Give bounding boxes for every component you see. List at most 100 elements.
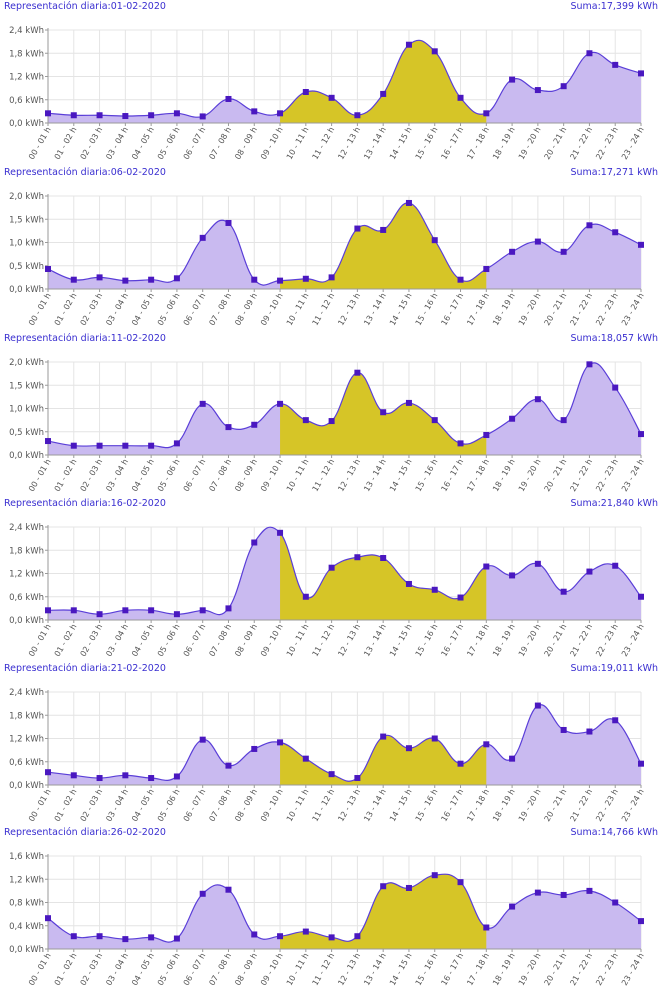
data-point[interactable] xyxy=(328,564,335,571)
data-point[interactable] xyxy=(380,226,387,233)
data-point[interactable] xyxy=(612,61,619,68)
data-point[interactable] xyxy=(70,772,77,779)
data-point[interactable] xyxy=(148,442,155,449)
data-point[interactable] xyxy=(251,745,258,752)
data-point[interactable] xyxy=(199,400,206,407)
data-point[interactable] xyxy=(122,113,129,120)
data-point[interactable] xyxy=(96,611,103,618)
data-point[interactable] xyxy=(225,886,232,893)
data-point[interactable] xyxy=(173,110,180,117)
data-point[interactable] xyxy=(251,421,258,428)
data-point[interactable] xyxy=(534,87,541,94)
data-point[interactable] xyxy=(354,933,361,940)
data-point[interactable] xyxy=(225,424,232,431)
data-point[interactable] xyxy=(483,563,490,570)
data-point[interactable] xyxy=(380,90,387,97)
data-point[interactable] xyxy=(70,276,77,283)
data-point[interactable] xyxy=(251,539,258,546)
data-point[interactable] xyxy=(277,277,284,284)
data-point[interactable] xyxy=(328,418,335,425)
data-point[interactable] xyxy=(225,605,232,612)
data-point[interactable] xyxy=(380,555,387,561)
data-point[interactable] xyxy=(509,248,516,255)
data-point[interactable] xyxy=(612,717,619,724)
data-point[interactable] xyxy=(173,440,180,447)
data-point[interactable] xyxy=(431,872,438,879)
data-point[interactable] xyxy=(638,760,644,767)
data-point[interactable] xyxy=(96,442,103,449)
data-point[interactable] xyxy=(457,879,464,886)
data-point[interactable] xyxy=(483,266,490,273)
data-point[interactable] xyxy=(122,277,129,284)
data-point[interactable] xyxy=(586,568,593,575)
data-point[interactable] xyxy=(199,890,206,897)
data-point[interactable] xyxy=(302,275,309,282)
data-point[interactable] xyxy=(277,933,284,940)
data-point[interactable] xyxy=(45,607,51,614)
data-point[interactable] xyxy=(173,611,180,618)
data-point[interactable] xyxy=(509,415,516,422)
data-point[interactable] xyxy=(509,572,516,579)
data-point[interactable] xyxy=(225,762,232,769)
data-point[interactable] xyxy=(122,442,129,449)
data-point[interactable] xyxy=(277,529,284,536)
data-point[interactable] xyxy=(148,276,155,283)
data-point[interactable] xyxy=(225,95,232,102)
data-point[interactable] xyxy=(328,771,335,778)
data-point[interactable] xyxy=(173,275,180,282)
data-point[interactable] xyxy=(560,417,567,424)
data-point[interactable] xyxy=(328,934,335,941)
data-point[interactable] xyxy=(354,225,361,232)
data-point[interactable] xyxy=(638,70,644,77)
data-point[interactable] xyxy=(328,94,335,101)
data-point[interactable] xyxy=(302,593,309,600)
data-point[interactable] xyxy=(560,248,567,255)
data-point[interactable] xyxy=(122,772,129,779)
data-point[interactable] xyxy=(96,933,103,940)
data-point[interactable] xyxy=(586,361,593,368)
data-point[interactable] xyxy=(534,702,541,709)
data-point[interactable] xyxy=(70,933,77,940)
data-point[interactable] xyxy=(225,219,232,226)
data-point[interactable] xyxy=(560,588,567,595)
data-point[interactable] xyxy=(45,110,51,117)
data-point[interactable] xyxy=(457,94,464,101)
data-point[interactable] xyxy=(302,417,309,424)
data-point[interactable] xyxy=(534,889,541,896)
data-point[interactable] xyxy=(199,234,206,241)
data-point[interactable] xyxy=(251,108,258,115)
data-point[interactable] xyxy=(380,409,387,416)
data-point[interactable] xyxy=(534,238,541,245)
data-point[interactable] xyxy=(586,887,593,894)
data-point[interactable] xyxy=(431,48,438,55)
data-point[interactable] xyxy=(70,442,77,449)
data-point[interactable] xyxy=(70,112,77,119)
data-point[interactable] xyxy=(638,241,644,248)
data-point[interactable] xyxy=(534,396,541,403)
data-point[interactable] xyxy=(45,438,51,445)
data-point[interactable] xyxy=(457,440,464,447)
data-point[interactable] xyxy=(534,560,541,567)
data-point[interactable] xyxy=(612,899,619,906)
data-point[interactable] xyxy=(302,755,309,762)
data-point[interactable] xyxy=(251,276,258,283)
data-point[interactable] xyxy=(483,924,490,931)
data-point[interactable] xyxy=(380,883,387,890)
data-point[interactable] xyxy=(328,274,335,281)
data-point[interactable] xyxy=(457,594,464,601)
data-point[interactable] xyxy=(251,931,258,938)
data-point[interactable] xyxy=(380,733,387,740)
data-point[interactable] xyxy=(199,113,206,120)
data-point[interactable] xyxy=(457,760,464,767)
data-point[interactable] xyxy=(199,607,206,614)
data-point[interactable] xyxy=(612,384,619,391)
data-point[interactable] xyxy=(354,112,361,119)
data-point[interactable] xyxy=(122,607,129,614)
data-point[interactable] xyxy=(277,739,284,746)
data-point[interactable] xyxy=(612,562,619,569)
data-point[interactable] xyxy=(638,593,644,600)
data-point[interactable] xyxy=(405,745,412,752)
data-point[interactable] xyxy=(96,112,103,119)
data-point[interactable] xyxy=(45,915,51,922)
data-point[interactable] xyxy=(148,775,155,782)
